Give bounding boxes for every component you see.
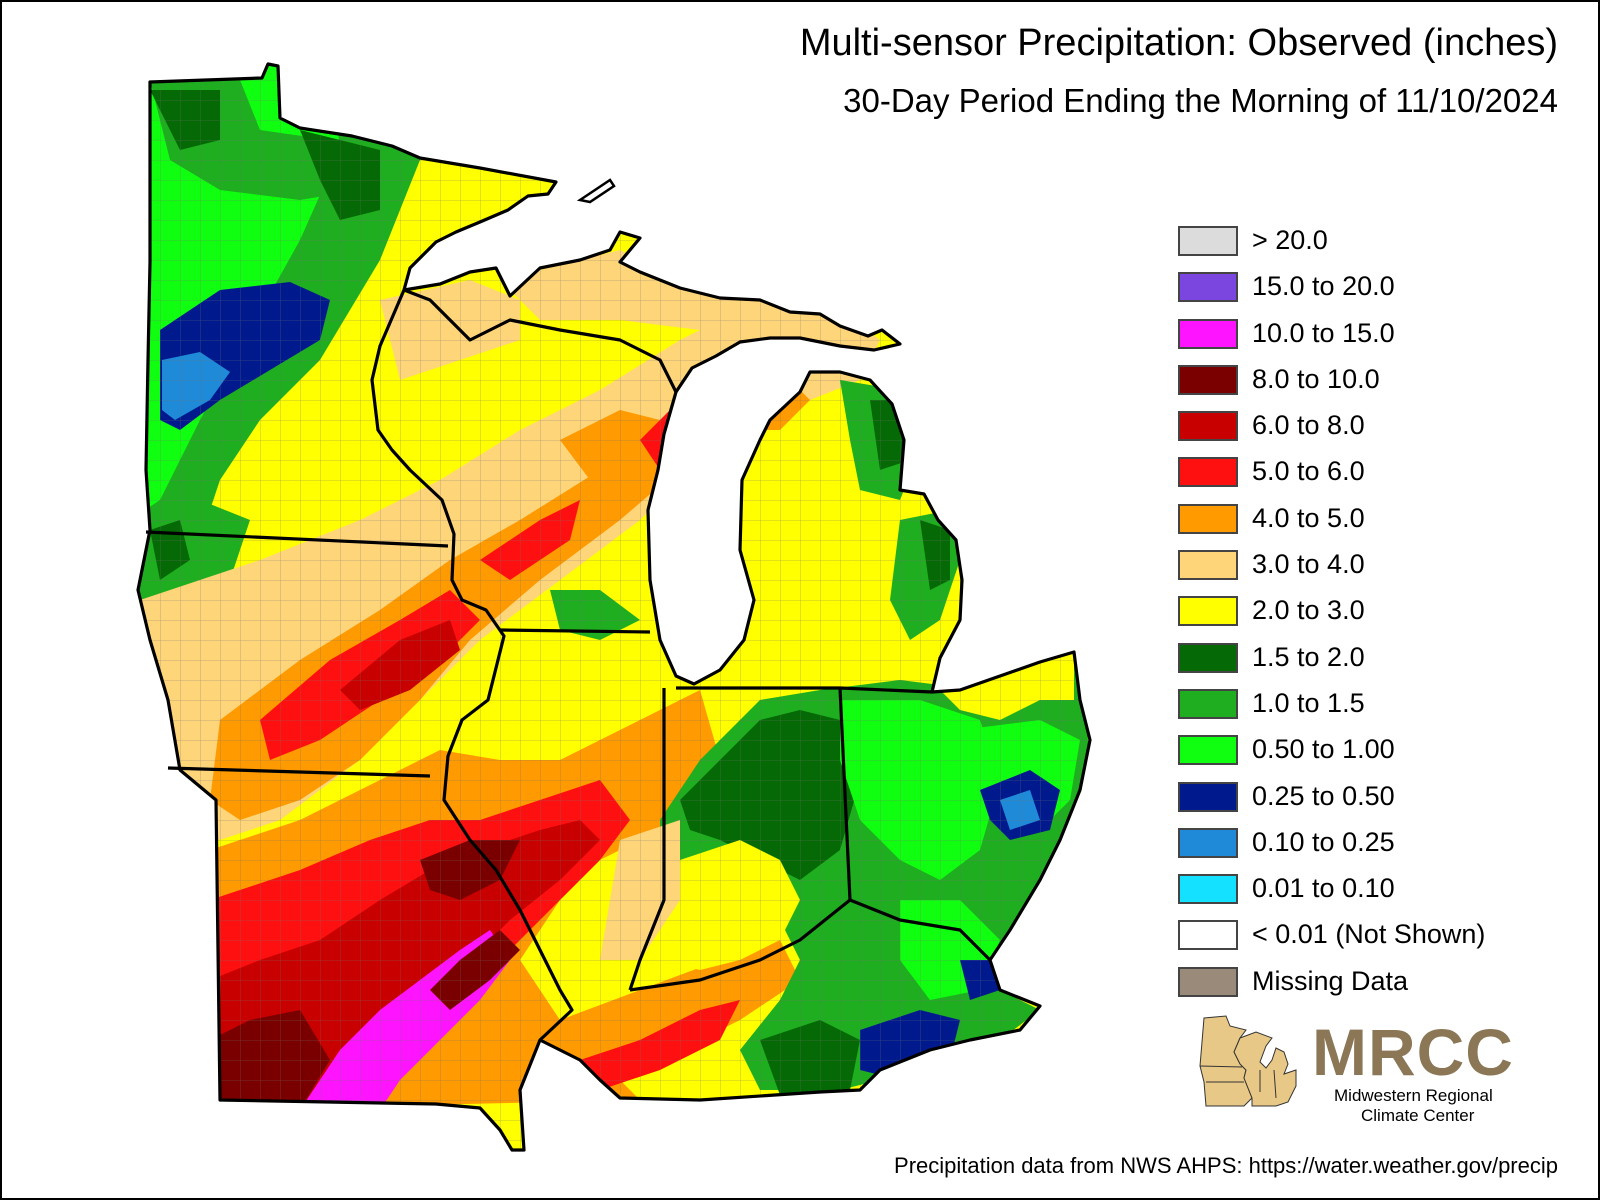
legend-label: 0.25 to 0.50: [1252, 780, 1395, 811]
legend-swatch: [1178, 827, 1238, 858]
legend-swatch: [1178, 920, 1238, 951]
data-source-credit: Precipitation data from NWS AHPS: https:…: [894, 1153, 1558, 1178]
legend-label: 0.01 to 0.10: [1252, 873, 1395, 904]
legend-label: > 20.0: [1252, 225, 1328, 255]
legend-swatch: [1178, 874, 1238, 905]
legend-item: 1.0 to 1.5: [1178, 687, 1538, 735]
legend-item: 0.01 to 0.10: [1178, 873, 1538, 920]
legend-swatch: [1178, 550, 1238, 581]
legend-item: 2.0 to 3.0: [1178, 595, 1538, 642]
legend-label: 0.50 to 1.00: [1252, 734, 1395, 765]
map-title: Multi-sensor Precipitation: Observed (in…: [799, 22, 1558, 64]
lake-island-shapes: [576, 178, 616, 204]
legend-label: 10.0 to 15.0: [1252, 317, 1395, 348]
legend-swatch: [1178, 272, 1238, 303]
legend-swatch: [1178, 781, 1238, 812]
midwest-map-icon: [1199, 1015, 1297, 1107]
map-subtitle: 30-Day Period Ending the Morning of 11/1…: [843, 82, 1558, 119]
legend-label: Missing Data: [1252, 965, 1409, 996]
legend-label: < 0.01 (Not Shown): [1252, 919, 1486, 950]
legend-label: 3.0 to 4.0: [1252, 549, 1365, 580]
legend-swatch: [1178, 596, 1238, 627]
logo-wordmark: MRCC: [1312, 1015, 1514, 1089]
legend-label: 6.0 to 8.0: [1252, 410, 1365, 441]
legend-item: > 20.0: [1178, 225, 1538, 272]
legend-label: 8.0 to 10.0: [1252, 363, 1380, 394]
legend-item: Missing Data: [1178, 965, 1538, 1013]
legend-item: 5.0 to 6.0: [1178, 456, 1538, 503]
mrcc-logo: MRCC Midwestern Regional Climate Center: [1196, 1015, 1536, 1125]
logo-subtitle-line2: Climate Center: [1361, 1106, 1475, 1125]
legend-swatch: [1178, 966, 1238, 997]
legend-swatch: [1178, 457, 1238, 488]
legend-swatch: [1178, 642, 1238, 673]
legend-swatch: [1178, 318, 1238, 349]
legend-item: 0.50 to 1.00: [1178, 734, 1538, 781]
legend-item: 3.0 to 4.0: [1178, 549, 1538, 596]
legend-item: 4.0 to 5.0: [1178, 502, 1538, 550]
legend-swatch: [1178, 364, 1238, 395]
precip-fill: [138, 64, 1090, 1150]
legend-item: 0.10 to 0.25: [1178, 826, 1538, 874]
legend-item: 8.0 to 10.0: [1178, 363, 1538, 411]
legend-swatch: [1178, 688, 1238, 719]
legend-item: 6.0 to 8.0: [1178, 410, 1538, 457]
legend-swatch: [1178, 735, 1238, 766]
legend-label: 15.0 to 20.0: [1252, 271, 1395, 302]
legend-item: 0.25 to 0.50: [1178, 780, 1538, 828]
legend-label: 2.0 to 3.0: [1252, 595, 1365, 626]
legend-item: 10.0 to 15.0: [1178, 317, 1538, 365]
legend-item: 15.0 to 20.0: [1178, 271, 1538, 318]
logo-subtitle-line1: Midwestern Regional: [1334, 1086, 1493, 1105]
legend-item: 1.5 to 2.0: [1178, 641, 1538, 689]
legend-swatch: [1178, 503, 1238, 534]
legend-label: 0.10 to 0.25: [1252, 826, 1395, 857]
state-borders: [136, 62, 1092, 1152]
legend-label: 4.0 to 5.0: [1252, 502, 1365, 533]
legend-label: 1.0 to 1.5: [1252, 687, 1365, 718]
legend: > 20.0 15.0 to 20.0 10.0 to 15.0 8.0 to …: [1178, 225, 1538, 1013]
legend-swatch: [1178, 411, 1238, 442]
legend-swatch: [1178, 226, 1238, 256]
legend-label: 1.5 to 2.0: [1252, 641, 1365, 672]
legend-label: 5.0 to 6.0: [1252, 456, 1365, 487]
legend-item: < 0.01 (Not Shown): [1178, 919, 1538, 966]
